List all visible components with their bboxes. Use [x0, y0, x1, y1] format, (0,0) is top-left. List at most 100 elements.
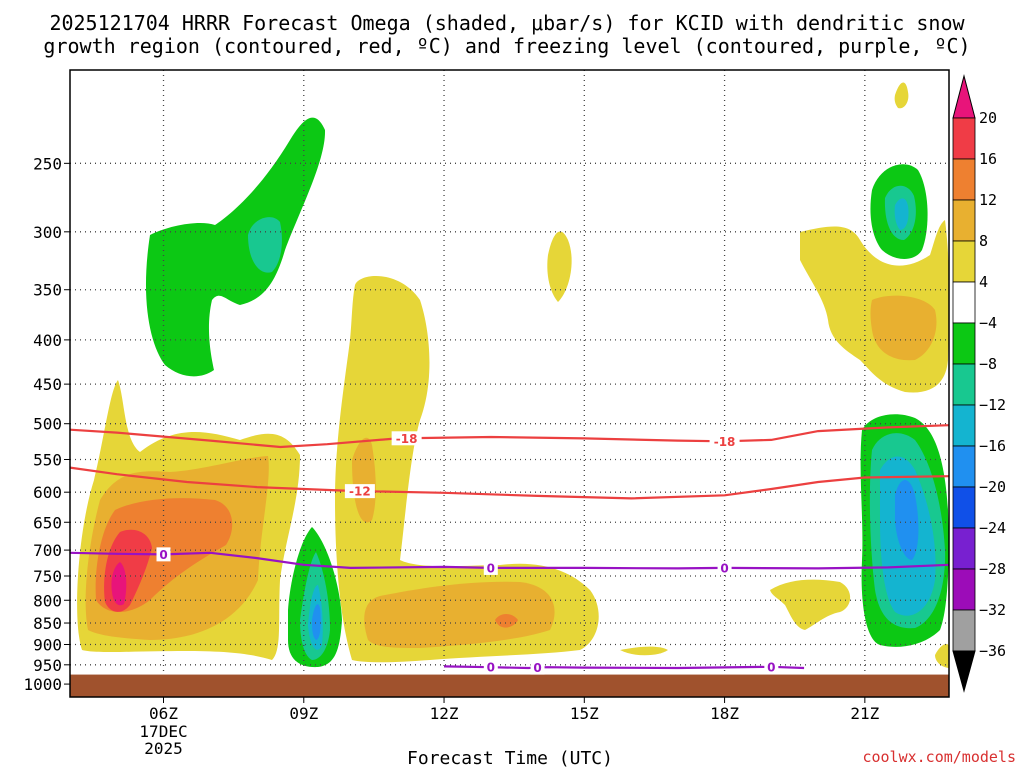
y-tick-label: 300 [33, 223, 62, 242]
x-tick-label: 18Z [710, 704, 739, 723]
omega-region-mid-small-4c [620, 646, 668, 656]
colorbar-segment [952, 240, 976, 283]
colorbar-tick-label: 16 [979, 150, 997, 168]
contour-label-bg [344, 484, 375, 499]
colorbar-tick-label: −28 [979, 560, 1006, 578]
contour-line [69, 466, 950, 500]
x-tick-label: 06Z [149, 704, 178, 723]
x-tick-label: 09Z [289, 704, 318, 723]
x-tick-label: 15Z [570, 704, 599, 723]
contour-label: 0 [487, 661, 495, 675]
colorbar-tick-label: 4 [979, 273, 988, 291]
colorbar-segment [952, 281, 976, 324]
contour-label-bg [483, 560, 498, 575]
contour-line [69, 551, 950, 570]
x-tick-date: 17DEC [139, 722, 187, 741]
omega-region-mid-4 [335, 275, 599, 663]
y-tick-label: 600 [33, 483, 62, 502]
contour-label: 0 [533, 661, 541, 675]
colorbar-tick-label: 12 [979, 191, 997, 209]
colorbar-segment [952, 404, 976, 447]
x-axis-label: Forecast Time (UTC) [407, 748, 613, 768]
y-tick-label: 650 [33, 513, 62, 532]
x-tick-label: 12Z [430, 704, 459, 723]
colorbar-tick-label: −36 [979, 642, 1006, 660]
contour-line [69, 424, 950, 449]
omega-region-mid-small-4b [258, 599, 271, 639]
y-tick-label: 250 [33, 154, 62, 173]
y-axis: 250 300 350 400 450 500 550 600 650 700 750 800 850 9… [23, 154, 70, 694]
contour-label: 0 [159, 548, 167, 562]
contour-label-bg [530, 660, 545, 675]
colorbar-tick-label: −12 [979, 396, 1006, 414]
ground-terrain [70, 674, 949, 697]
contour-label: -18 [714, 435, 736, 449]
contour-label-bg [483, 660, 498, 675]
contour-lines: -18 -18 -12 0 0 0 0 0 0 [69, 424, 950, 675]
contour-label-bg [709, 434, 740, 449]
omega-region-mid-small-4 [547, 231, 572, 302]
contour-label: 0 [767, 660, 775, 674]
colorbar-top-arrow [952, 74, 976, 119]
omega-region-mid-12 [495, 614, 518, 628]
chart-title-line2: growth region (contoured, red, ºC) and f… [43, 34, 970, 58]
y-tick-label: 550 [33, 451, 62, 470]
colorbar-tick-label: −32 [979, 601, 1006, 619]
omega-region-right-upper-neg12 [894, 198, 909, 230]
y-tick-label: 750 [33, 567, 62, 586]
contour-label-bg [717, 560, 732, 575]
colorbar-tick-label: −24 [979, 519, 1006, 537]
colorbar-tick-label: 8 [979, 232, 988, 250]
y-tick-label: 500 [33, 415, 62, 434]
colorbar-segment [952, 322, 976, 365]
colorbar-segment [952, 568, 976, 611]
omega-region-upper-neg8 [248, 217, 282, 273]
y-tick-label: 1000 [23, 675, 62, 694]
colorbar-segment [952, 609, 976, 652]
contour-label-bg [391, 431, 422, 446]
colorbar-segment [952, 363, 976, 406]
plot-frame [69, 69, 950, 698]
contour-label-bg [764, 659, 779, 674]
omega-region-right-lower-neg16 [895, 480, 919, 560]
contour-label-bg [156, 547, 171, 562]
y-tick-label: 700 [33, 541, 62, 560]
y-tick-label: 400 [33, 331, 62, 350]
y-tick-label: 900 [33, 636, 62, 655]
credit-text: coolwx.com/models [862, 748, 1016, 766]
colorbar-tick-label: −20 [979, 478, 1006, 496]
omega-region-mid-8b [352, 437, 376, 523]
colorbar-segment [952, 158, 976, 201]
contour-label: 0 [487, 561, 495, 575]
x-tick-year: 2025 [144, 739, 183, 758]
y-tick-label: 450 [33, 375, 62, 394]
colorbar-segment [952, 445, 976, 488]
chart-title-line1: 2025121704 HRRR Forecast Omega (shaded, … [49, 11, 965, 35]
colorbar: 20 16 12 8 4 −4 −8 −12 −16 −20 −24 −28 −32 −36 [952, 74, 1006, 693]
contour-line [443, 665, 805, 670]
omega-region-09z-neg16 [312, 604, 321, 640]
y-tick-label: 850 [33, 614, 62, 633]
y-tick-label: 800 [33, 591, 62, 610]
omega-region-right-lower-4b [935, 644, 949, 668]
colorbar-segment [952, 486, 976, 529]
contour-label: 0 [720, 561, 728, 575]
omega-region-left-20 [111, 562, 127, 606]
x-tick-label: 21Z [850, 704, 879, 723]
colorbar-tick-label: −8 [979, 355, 997, 373]
omega-region-right-upper-8 [870, 295, 937, 361]
y-tick-label: 950 [33, 656, 62, 675]
colorbar-tick-label: 20 [979, 109, 997, 127]
omega-region-right-lower-4 [770, 579, 851, 630]
contour-label: -12 [349, 485, 371, 499]
y-tick-label: 350 [33, 281, 62, 300]
colorbar-segment [952, 199, 976, 242]
omega-region-upper-neg4 [145, 117, 326, 377]
omega-region-mid-8 [364, 581, 555, 648]
omega-shading [77, 82, 949, 668]
contour-label: -18 [396, 432, 418, 446]
colorbar-bottom-arrow [952, 650, 976, 693]
colorbar-segment [952, 527, 976, 570]
